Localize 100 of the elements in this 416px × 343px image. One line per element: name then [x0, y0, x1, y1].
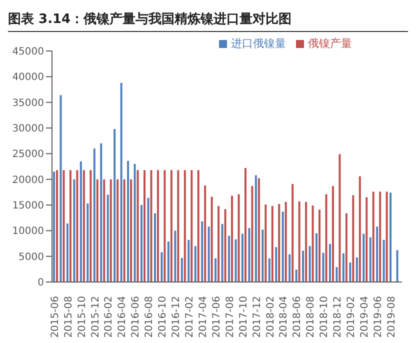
bar: [369, 237, 372, 282]
bar: [316, 233, 318, 282]
y-tick-label: 30000: [12, 124, 44, 135]
bar: [268, 258, 270, 282]
bar: [150, 170, 152, 282]
bar: [174, 230, 176, 282]
bar: [379, 192, 382, 282]
bar: [284, 202, 287, 282]
y-tick-label: 35000: [12, 98, 44, 109]
bar: [177, 170, 180, 282]
x-tick-label: 2019-08: [386, 296, 398, 338]
bar: [292, 184, 294, 282]
bar: [312, 206, 314, 282]
bar: [295, 270, 298, 282]
bar: [376, 226, 378, 282]
bar: [147, 198, 150, 282]
bar: [76, 170, 78, 282]
bar: [238, 194, 240, 282]
bar: [214, 258, 217, 282]
bar: [127, 160, 130, 282]
x-tick-label: 2016-10: [158, 296, 169, 338]
y-tick-label: 20000: [12, 174, 44, 186]
bar: [210, 196, 213, 282]
x-tick-label: 2017-04: [198, 296, 209, 338]
bar: [164, 170, 166, 282]
bar: [288, 254, 291, 282]
bar: [90, 170, 92, 282]
bar: [338, 154, 341, 282]
bar: [73, 179, 76, 282]
bar: [298, 201, 300, 282]
x-tick-label: 2015-12: [90, 296, 102, 338]
bar: [322, 252, 324, 282]
bar: [56, 170, 58, 282]
legend-label: 进口俄镍量: [231, 37, 286, 50]
bar: [188, 240, 190, 282]
bar: [328, 244, 331, 282]
bar: [251, 186, 254, 282]
bar: [123, 179, 126, 282]
bar: [358, 176, 361, 282]
y-tick-label: 40000: [12, 72, 44, 84]
bar: [228, 236, 230, 282]
y-tick-label: 25000: [12, 149, 44, 160]
bar: [120, 82, 122, 282]
bar: [264, 204, 267, 282]
bar: [103, 179, 106, 282]
bar: [144, 170, 146, 282]
y-tick-label: 0: [38, 278, 44, 289]
bar: [336, 267, 338, 282]
chart-title: 图表 3.14：俄镍产量与我国精炼镍进口量对比图: [8, 8, 408, 32]
bar: [110, 179, 112, 282]
bar: [275, 247, 278, 282]
x-tick-label: 2018-12: [332, 296, 344, 338]
bar: [66, 223, 68, 282]
bar: [386, 192, 388, 282]
bar: [69, 170, 72, 282]
bar: [134, 164, 136, 282]
bar: [114, 129, 116, 282]
bar: [342, 253, 344, 282]
x-tick-label: 2017-08: [224, 296, 236, 338]
x-tick-label: 2017-12: [252, 296, 263, 338]
bar: [204, 185, 206, 282]
bar: [154, 213, 156, 282]
bar: [130, 179, 132, 282]
bar: [221, 224, 224, 282]
bar: [60, 95, 62, 282]
bar: [302, 250, 304, 282]
x-tick-label: 2015-06: [50, 296, 61, 338]
bar: [234, 239, 237, 282]
x-tick-label: 2015-08: [63, 296, 74, 338]
bar: [80, 161, 82, 282]
bar: [86, 203, 89, 282]
x-tick-label: 2018-08: [306, 296, 317, 338]
x-tick-label: 2015-10: [76, 296, 88, 338]
bar: [180, 258, 183, 282]
bar: [396, 250, 398, 282]
x-tick-label: 2018-10: [319, 296, 330, 338]
bar: [53, 172, 56, 282]
bar: [248, 228, 250, 282]
x-tick-label: 2018-06: [292, 296, 304, 338]
bar: [184, 170, 186, 282]
bar: [308, 246, 311, 282]
bar: [382, 240, 385, 282]
bar: [218, 206, 220, 282]
bar: [332, 186, 334, 282]
bar: [231, 196, 234, 282]
y-tick-label: 15000: [12, 200, 44, 212]
legend-label: 俄镍产量: [308, 37, 352, 50]
bar: [352, 195, 354, 282]
x-tick-label: 2017-06: [211, 296, 222, 338]
bar: [106, 194, 109, 282]
bar: [96, 179, 98, 282]
bar: [271, 206, 274, 282]
bar: [167, 241, 170, 282]
bar: [197, 170, 200, 282]
bar: [224, 209, 226, 282]
bar: [305, 202, 308, 282]
x-tick-label: 2017-02: [184, 296, 196, 338]
bar: [372, 192, 374, 282]
bar: [282, 212, 284, 282]
bar: [201, 221, 204, 282]
